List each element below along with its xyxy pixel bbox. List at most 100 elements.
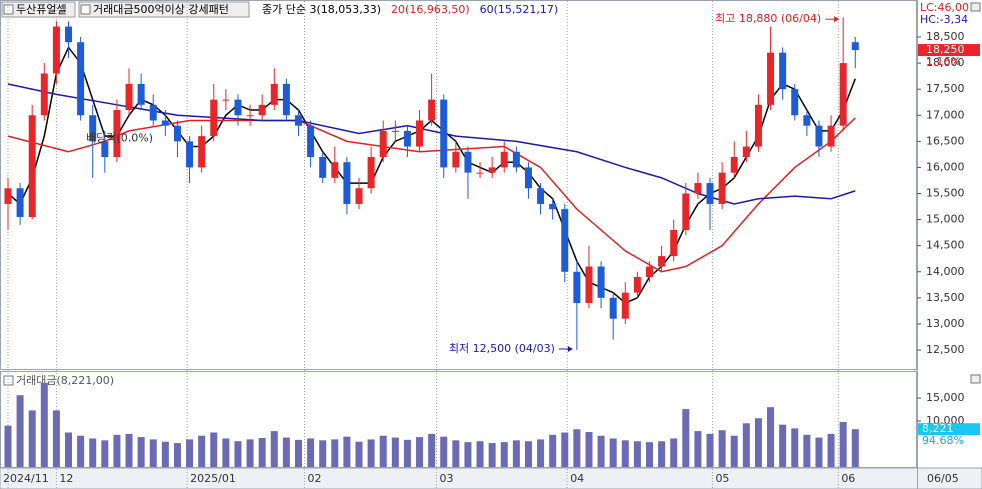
candle-body <box>331 162 339 178</box>
candle-body <box>718 172 726 204</box>
candle-body <box>355 188 363 204</box>
volume-bar <box>524 441 532 467</box>
volume-bar <box>210 432 218 467</box>
candle-body <box>40 73 48 116</box>
volume-bar <box>234 441 242 467</box>
volume-bar <box>307 438 315 467</box>
volume-bar <box>173 443 181 467</box>
legend-entry: 종가 단순 3(18,053,33) <box>262 3 381 16</box>
candle-body <box>137 83 145 105</box>
annotation: 최고 18,880 (06/04) <box>715 12 821 25</box>
volume-bar <box>137 437 145 467</box>
volume-bar <box>89 438 97 467</box>
volume-bar <box>537 439 545 467</box>
volume-bar <box>646 442 654 467</box>
candle-body <box>500 151 508 168</box>
candle-body <box>573 271 581 304</box>
y-tick-label: 18,000 <box>926 56 965 69</box>
price-panel <box>0 0 917 370</box>
volume-title: 거래대금(8,221,00) <box>16 374 114 387</box>
title: 두산퓨얼셀 <box>16 2 67 16</box>
candle-body <box>403 130 411 147</box>
volume-bar <box>16 395 24 467</box>
volume-bar <box>28 410 36 467</box>
volume-bar <box>476 441 484 467</box>
volume-bar <box>706 433 714 467</box>
candle-body <box>803 115 811 126</box>
volume-bar <box>52 410 60 467</box>
volume-bar <box>161 441 169 467</box>
volume-bar <box>186 439 194 467</box>
candle-body <box>258 104 266 116</box>
candle-body <box>633 276 641 293</box>
icon <box>3 375 14 386</box>
volume-bar <box>379 435 387 467</box>
volume-bar <box>682 409 690 467</box>
candle-body <box>730 156 738 173</box>
y-tick-label: 13,500 <box>926 291 965 304</box>
candle-body <box>754 104 762 147</box>
candle-body <box>125 83 133 111</box>
candle-body <box>222 99 230 101</box>
candle-body <box>585 266 593 304</box>
candle-body <box>234 99 242 116</box>
volume-bar <box>779 424 787 467</box>
x-tick-label: 2025/01 <box>190 472 236 485</box>
legend-entry: 20(16,963,50) <box>391 3 470 16</box>
y-tick-label: 12,500 <box>926 343 965 356</box>
x-tick-label: 03 <box>439 472 453 485</box>
volume-bar <box>512 440 520 467</box>
candle-body <box>186 141 194 168</box>
volume-bar <box>222 438 230 467</box>
candle-body <box>646 266 654 277</box>
candle-body <box>488 167 496 173</box>
candle-body <box>16 188 24 217</box>
volume-bar <box>319 440 327 467</box>
volume-bar <box>258 438 266 467</box>
candle-body <box>621 292 629 319</box>
volume-bar <box>343 436 351 467</box>
candle-body <box>839 63 847 126</box>
icon <box>970 2 981 12</box>
volume-bar <box>270 431 278 467</box>
candle-body <box>464 151 472 173</box>
y-tick-label: 16,500 <box>926 134 965 147</box>
candle-body <box>173 125 181 142</box>
candle-body <box>161 120 169 126</box>
volume-bar <box>428 433 436 467</box>
volume-bar <box>827 433 835 467</box>
y-tick-label: 13,000 <box>926 317 965 330</box>
volume-bar <box>416 437 424 467</box>
candle-body <box>198 136 206 168</box>
volume-bar <box>633 441 641 467</box>
candle-body <box>246 115 254 117</box>
y-tick-label: 17,500 <box>926 82 965 95</box>
volume-bar <box>367 439 375 467</box>
candle-body <box>307 125 315 157</box>
candle-body <box>367 156 375 189</box>
candle-body <box>270 83 278 105</box>
volume-bar <box>573 429 581 467</box>
volume-bar <box>718 430 726 467</box>
volume-bar <box>658 441 666 467</box>
candle-body <box>416 120 424 147</box>
volume-bar <box>101 440 109 467</box>
y-tick-label: 14,500 <box>926 239 965 252</box>
annotation-arrowhead <box>567 346 573 353</box>
y-tick-label: 17,000 <box>926 108 965 121</box>
candle-body <box>537 188 545 204</box>
candle-body <box>561 209 569 272</box>
hc-label: HC:-3,34 <box>920 13 968 26</box>
volume-bar <box>440 436 448 467</box>
candle-body <box>113 110 121 157</box>
x-tick-label: 2024/11 <box>3 472 49 485</box>
candle-body <box>65 26 73 43</box>
volume-bar <box>839 421 847 467</box>
volume-bar <box>40 382 48 467</box>
last-price-box <box>918 44 980 57</box>
volume-bar <box>488 443 496 467</box>
lc-label: LC:46,00 <box>920 1 969 14</box>
candle-body <box>815 125 823 147</box>
volume-bar <box>694 431 702 467</box>
volume-bar <box>742 423 750 467</box>
